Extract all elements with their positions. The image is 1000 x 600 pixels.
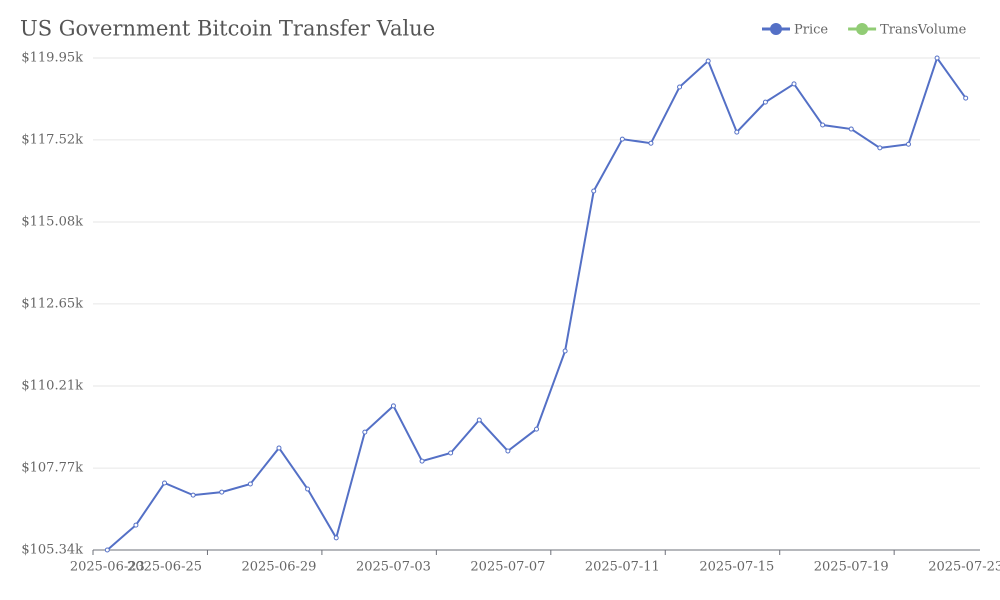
point	[476, 417, 482, 423]
point	[762, 99, 768, 105]
point	[791, 81, 797, 87]
point	[362, 429, 368, 435]
legend-swatch-dot	[770, 23, 782, 35]
point	[333, 535, 339, 541]
y-tick-label: $119.95k	[21, 51, 83, 66]
point	[190, 492, 196, 498]
y-tick-label: $112.65k	[21, 296, 83, 311]
legend-label: Price	[794, 23, 828, 38]
point	[877, 145, 883, 151]
y-tick-label: $107.77k	[21, 461, 83, 476]
x-tick-label: 2025-06-29	[242, 560, 317, 575]
point	[133, 522, 139, 528]
x-tick-label: 2025-07-23	[928, 560, 1000, 575]
point	[591, 188, 597, 194]
legend-label: TransVolume	[880, 23, 967, 38]
x-tick-label: 2025-07-03	[356, 560, 431, 575]
point	[905, 141, 911, 147]
x-tick-label: 2025-07-15	[699, 560, 774, 575]
chart-title: US Government Bitcoin Transfer Value	[20, 17, 435, 41]
point	[505, 448, 511, 454]
x-tick-label: 2025-06-25	[127, 560, 202, 575]
legend-swatch-dot	[856, 23, 869, 35]
y-tick-label: $110.21k	[21, 379, 83, 394]
point	[390, 403, 396, 409]
point	[619, 136, 625, 142]
point	[419, 458, 425, 464]
point	[534, 426, 539, 432]
point	[162, 480, 168, 486]
x-tick-label: 2025-07-19	[814, 560, 889, 575]
point	[963, 95, 969, 101]
point	[305, 486, 311, 492]
point	[247, 481, 253, 487]
point	[562, 348, 568, 354]
x-tick-label: 2025-07-11	[585, 560, 660, 575]
y-tick-label: $105.34k	[21, 543, 83, 558]
point	[820, 122, 826, 128]
x-tick-label: 2025-07-07	[470, 560, 545, 575]
point	[734, 129, 740, 135]
y-tick-label: $117.52k	[21, 132, 83, 147]
x-tick-label: 2025-06-23	[70, 560, 145, 575]
point	[848, 126, 854, 132]
point	[104, 547, 110, 553]
point	[648, 140, 654, 146]
point	[934, 55, 940, 61]
point	[448, 450, 454, 456]
point	[677, 84, 683, 90]
point	[219, 489, 225, 495]
point	[276, 445, 282, 451]
point	[705, 58, 711, 64]
y-tick-label: $115.08k	[21, 215, 83, 230]
